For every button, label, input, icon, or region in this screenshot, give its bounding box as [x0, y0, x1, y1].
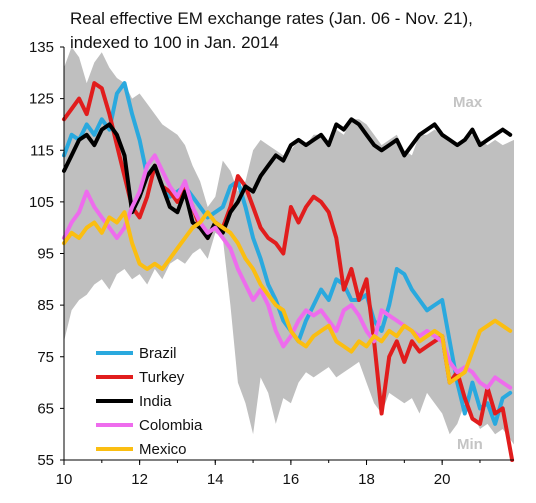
legend-label-brazil: Brazil	[139, 345, 177, 362]
y-tick-label: 65	[37, 400, 54, 417]
y-tick-label: 115	[30, 142, 54, 159]
legend-label-mexico: Mexico	[139, 441, 187, 458]
axis-layer: 55 65 75 85 95 105 115 125 135 10 12 14 16 18 20	[29, 39, 514, 488]
band-min-label: Min	[457, 436, 483, 453]
y-tick-label: 105	[29, 194, 54, 211]
series-line-mexico	[62, 210, 513, 385]
x-tick-label: 12	[131, 471, 148, 488]
y-tick-label: 75	[37, 349, 54, 366]
series-line-india	[62, 117, 513, 240]
series-line-colombia	[62, 153, 513, 390]
y-tick-label: 85	[37, 297, 54, 314]
band-max-label: Max	[453, 94, 483, 111]
x-tick-label: 16	[283, 471, 300, 488]
legend: Brazil Turkey India Colombia Mexico	[96, 345, 203, 458]
x-tick-label: 10	[56, 471, 73, 488]
chart-title-line-2: indexed to 100 in Jan. 2014	[70, 33, 279, 52]
x-tick-label: 20	[434, 471, 451, 488]
legend-label-turkey: Turkey	[139, 369, 185, 386]
y-tick-label: 125	[29, 91, 54, 108]
x-tick-label: 14	[207, 471, 224, 488]
y-tick-label: 135	[29, 39, 54, 56]
chart-title: Real effective EM exchange rates (Jan. 0…	[70, 9, 473, 52]
x-tick-label: 18	[358, 471, 375, 488]
chart-title-line-1: Real effective EM exchange rates (Jan. 0…	[70, 9, 473, 28]
legend-label-colombia: Colombia	[139, 417, 203, 434]
legend-label-india: India	[139, 393, 172, 410]
y-tick-label: 95	[37, 246, 54, 263]
series-line-turkey	[62, 81, 515, 462]
series-layer	[62, 81, 515, 462]
y-tick-label: 55	[37, 452, 54, 469]
